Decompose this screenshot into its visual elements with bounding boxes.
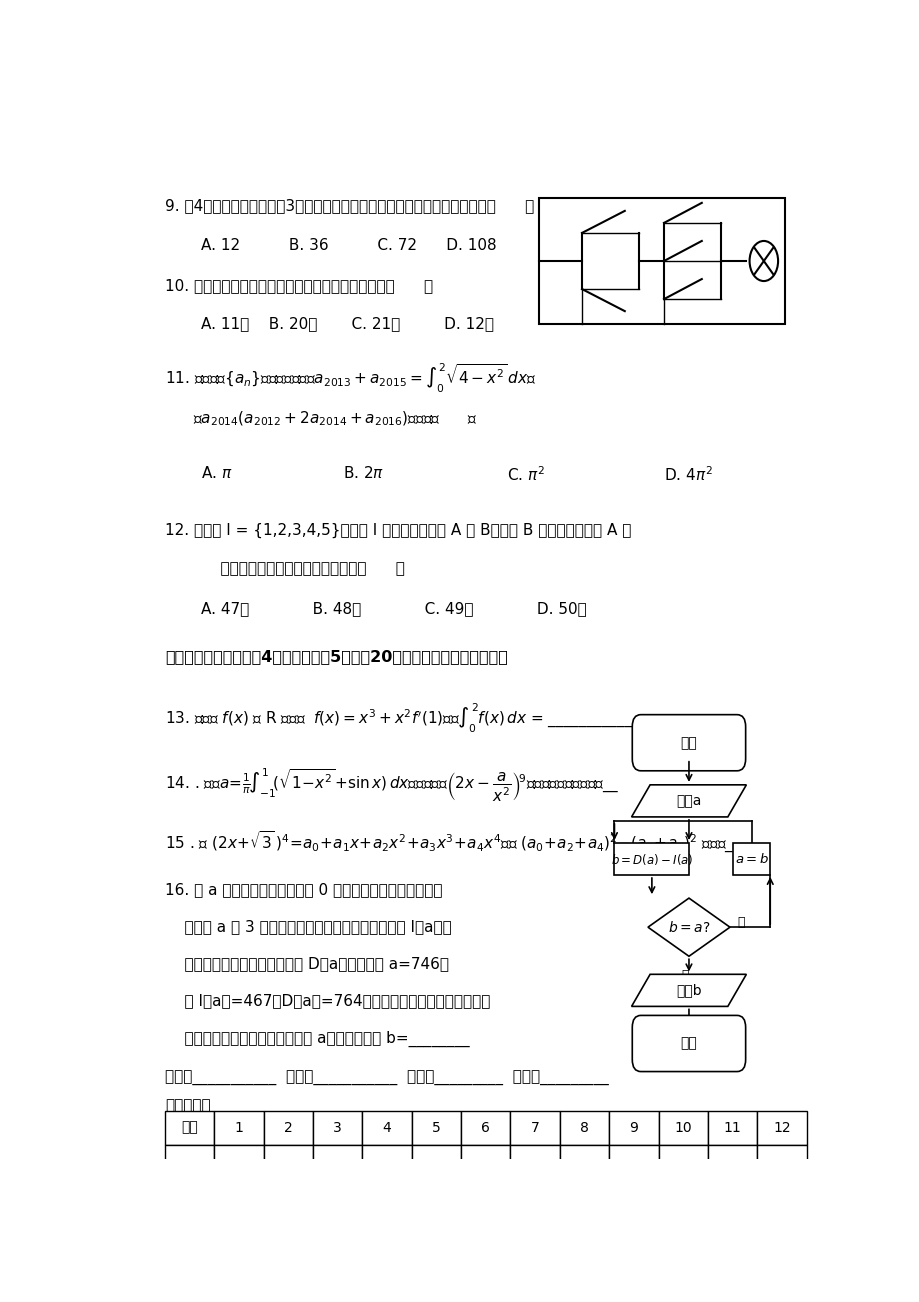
Text: 最大的数，则不同的选择方法共有（      ）: 最大的数，则不同的选择方法共有（ ）: [200, 561, 404, 577]
Bar: [412, 1144, 460, 1178]
Text: 10. 如图所示，使电路接通，开关不同的开闭方式有（      ）: 10. 如图所示，使电路接通，开关不同的开闭方式有（ ）: [165, 279, 433, 293]
Bar: [214, 1144, 264, 1178]
Text: 14. . 已知$a\!=\!\frac{1}{\pi}\!\int_{-1}^{1}\!(\sqrt{1\!-\!x^2}\!+\!\sin x)\,dx$，: 14. . 已知$a\!=\!\frac{1}{\pi}\!\int_{-1}^…: [165, 767, 618, 805]
Text: 12. 设集合 I = {1,2,3,4,5}，选择 I 的两个非空子集 A 和 B，要使 B 中最小的数大于 A 中: 12. 设集合 I = {1,2,3,4,5}，选择 I 的两个非空子集 A 和…: [165, 523, 630, 538]
Bar: [312, 1111, 362, 1144]
Bar: [614, 842, 688, 875]
Text: 题号: 题号: [181, 1121, 198, 1135]
Text: 6: 6: [481, 1121, 490, 1135]
Text: 是: 是: [681, 969, 688, 982]
Text: 13. 若函数 $f(x)$ 在 R 上导，  $f(x) = x^3 + x^2f'(1)$，则$\int_0^2 f(x)\,dx$ = _________: 13. 若函数 $f(x)$ 在 R 上导， $f(x) = x^3 + x^2…: [165, 702, 633, 736]
Bar: [165, 1111, 214, 1144]
Text: C. $\pi^2$: C. $\pi^2$: [506, 465, 544, 484]
Text: 将组成 a 的 3 个数字按从小到大排成的三位数记为 I（a），: 将组成 a 的 3 个数字按从小到大排成的三位数记为 I（a），: [165, 919, 451, 934]
Polygon shape: [630, 785, 745, 816]
Bar: [658, 1144, 707, 1178]
Text: 7: 7: [530, 1121, 539, 1135]
Bar: [264, 1144, 312, 1178]
Bar: [510, 1144, 559, 1178]
Text: 11. 已知数列$\{a_n\}$为等比数列，且$a_{2013}+a_{2015}=\int_0^2\sqrt{4-x^2}\,dx$，: 11. 已知数列$\{a_n\}$为等比数列，且$a_{2013}+a_{201…: [165, 362, 536, 396]
Polygon shape: [647, 898, 729, 956]
Text: 16. 设 a 是一个各位数字都不是 0 且没有重复数字的三位数，: 16. 设 a 是一个各位数字都不是 0 且没有重复数字的三位数，: [165, 881, 442, 897]
Bar: [165, 1144, 214, 1178]
Text: 15 . 若 $(2x\!+\!\sqrt{3}\,)^4\!=\!a_0\!+\!a_1x\!+\!a_2x^2\!+\!a_3x^3\!+\!a_4x^4$: 15 . 若 $(2x\!+\!\sqrt{3}\,)^4\!=\!a_0\!+…: [165, 829, 733, 855]
Bar: [707, 1111, 756, 1144]
Text: 8: 8: [579, 1121, 588, 1135]
Text: 班级：___________  姓名：___________  座号：_________  得分：_________: 班级：___________ 姓名：___________ 座号：_______…: [165, 1070, 608, 1086]
Bar: [608, 1111, 658, 1144]
Bar: [707, 1144, 756, 1178]
Text: 输入a: 输入a: [675, 794, 701, 807]
Text: 结束: 结束: [680, 1036, 697, 1051]
Text: 开始: 开始: [680, 736, 697, 750]
Text: 11: 11: [723, 1121, 741, 1135]
Bar: [510, 1111, 559, 1144]
Text: 5: 5: [432, 1121, 440, 1135]
Text: D. $4\pi^2$: D. $4\pi^2$: [664, 465, 712, 484]
Text: 1: 1: [234, 1121, 244, 1135]
Bar: [264, 1111, 312, 1144]
Bar: [658, 1111, 707, 1144]
Text: 一、选择题: 一、选择题: [165, 1099, 210, 1113]
Bar: [732, 842, 769, 875]
Text: 否: 否: [736, 915, 743, 928]
Text: 输出b: 输出b: [675, 983, 701, 997]
Text: 运行相应的程序，任意输入一个 a，输出的结果 b=________: 运行相应的程序，任意输入一个 a，输出的结果 b=________: [165, 1030, 469, 1047]
Text: $b=D(a)-I(a)$: $b=D(a)-I(a)$: [610, 852, 692, 867]
Text: 按从大到小排成的三位数记为 D（a），（例如 a=746，: 按从大到小排成的三位数记为 D（a），（例如 a=746，: [165, 956, 448, 971]
Bar: [539, 198, 784, 324]
Bar: [559, 1144, 608, 1178]
Text: 则 I（a）=467，D（a）=764）阅读如右图所示的程序框图，: 则 I（a）=467，D（a）=764）阅读如右图所示的程序框图，: [165, 993, 490, 1008]
Text: $b=a?$: $b=a?$: [667, 919, 709, 935]
Bar: [559, 1111, 608, 1144]
Text: A. 47种             B. 48种             C. 49种             D. 50种: A. 47种 B. 48种 C. 49种 D. 50种: [200, 602, 585, 616]
Text: $a=b$: $a=b$: [734, 852, 768, 866]
Text: B. $2\pi$: B. $2\pi$: [343, 465, 384, 480]
Bar: [214, 1111, 264, 1144]
Text: 9. 将4本不同的书全部分给3个学生，每个学生至少一本，则不同的分法种数（      ）: 9. 将4本不同的书全部分给3个学生，每个学生至少一本，则不同的分法种数（ ）: [165, 198, 534, 214]
Text: A. 11种    B. 20种       C. 21种         D. 12种: A. 11种 B. 20种 C. 21种 D. 12种: [200, 316, 493, 332]
Polygon shape: [630, 974, 745, 1006]
Text: 12: 12: [772, 1121, 790, 1135]
Bar: [756, 1111, 806, 1144]
Bar: [312, 1144, 362, 1178]
Text: 4: 4: [382, 1121, 391, 1135]
Bar: [362, 1111, 412, 1144]
Text: 二、填空题：本大题共4小题，每小题5分，共20分，把答案填在答题纸上。: 二、填空题：本大题共4小题，每小题5分，共20分，把答案填在答题纸上。: [165, 650, 507, 664]
FancyBboxPatch shape: [631, 715, 744, 771]
Bar: [756, 1144, 806, 1178]
Text: 10: 10: [674, 1121, 691, 1135]
Text: A. 12          B. 36          C. 72      D. 108: A. 12 B. 36 C. 72 D. 108: [200, 238, 495, 254]
Text: 9: 9: [629, 1121, 638, 1135]
Text: 2: 2: [284, 1121, 292, 1135]
Bar: [460, 1144, 510, 1178]
Bar: [362, 1144, 412, 1178]
Text: 则$a_{2014}(a_{2012}+2a_{2014}+a_{2016})$的值为（      ）: 则$a_{2014}(a_{2012}+2a_{2014}+a_{2016})$…: [193, 410, 477, 428]
FancyBboxPatch shape: [631, 1016, 744, 1072]
Text: A. $\pi$: A. $\pi$: [200, 465, 232, 480]
Bar: [460, 1111, 510, 1144]
Text: 3: 3: [333, 1121, 342, 1135]
Bar: [412, 1111, 460, 1144]
Bar: [608, 1144, 658, 1178]
